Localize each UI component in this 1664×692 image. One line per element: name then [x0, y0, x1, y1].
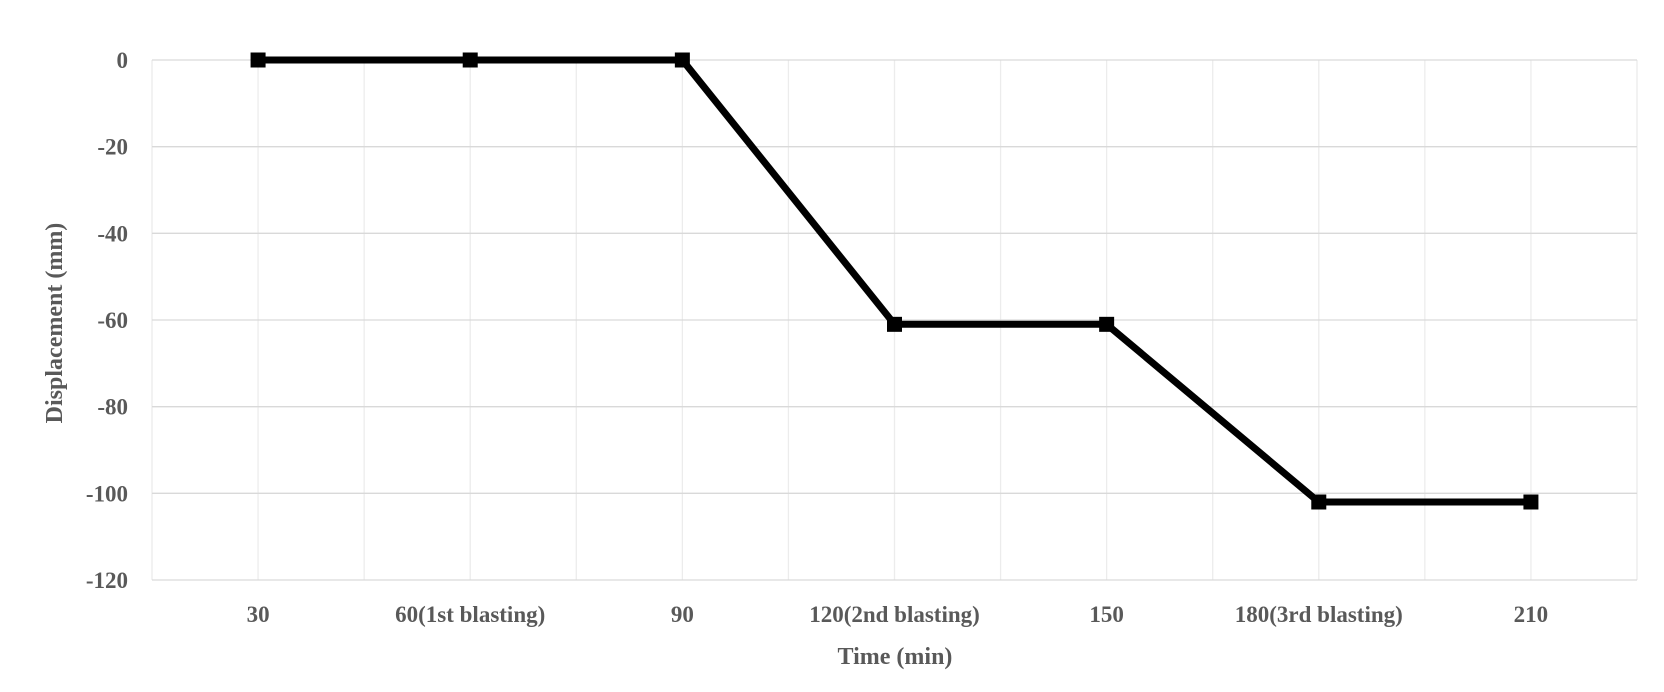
y-axis-tick-labels: 0 -20 -40 -60 -80 -100 -120 — [86, 48, 128, 593]
data-series — [250, 52, 1539, 510]
data-point-marker — [250, 52, 266, 68]
data-point-marker — [1523, 494, 1539, 510]
x-axis-tick-labels: 30 60(1st blasting) 90 120(2nd blasting) 150… — [247, 602, 1549, 627]
y-axis-title: Displacement (mm) — [42, 223, 68, 424]
data-point-marker — [462, 52, 478, 68]
x-axis-title: Time (min) — [838, 644, 953, 670]
y-tick-label: -80 — [97, 395, 128, 420]
x-tick-label: 180(3rd blasting) — [1235, 602, 1403, 627]
x-tick-label: 30 — [247, 602, 270, 627]
x-tick-label: 60(1st blasting) — [395, 602, 545, 627]
y-tick-label: 0 — [117, 48, 129, 73]
x-tick-label: 150 — [1089, 602, 1124, 627]
data-point-marker — [1311, 494, 1327, 510]
x-tick-label: 90 — [671, 602, 694, 627]
data-point-marker — [1099, 316, 1115, 332]
data-point-marker — [887, 316, 902, 332]
x-tick-label: 210 — [1514, 602, 1549, 627]
y-tick-label: -40 — [97, 221, 128, 246]
data-point-marker — [674, 52, 690, 68]
y-tick-label: -20 — [97, 135, 128, 160]
x-tick-label: 120(2nd blasting) — [809, 602, 980, 627]
y-tick-label: -100 — [86, 481, 128, 506]
y-tick-label: -120 — [86, 568, 128, 593]
y-tick-label: -60 — [97, 308, 128, 333]
